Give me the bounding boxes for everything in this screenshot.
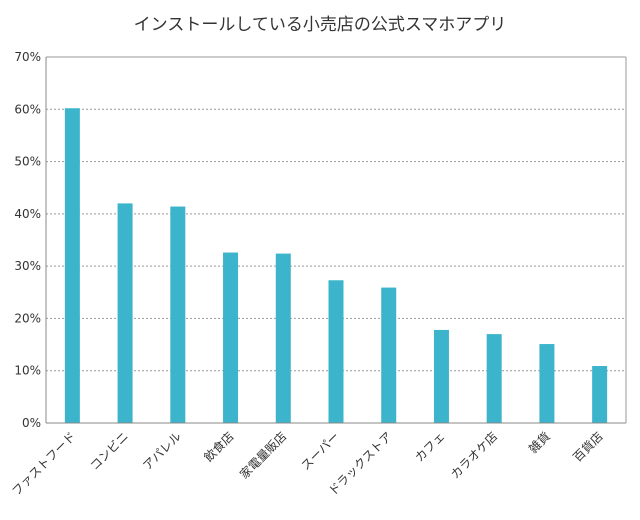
- y-tick-labels: 0% 10% 20% 30% 40% 50% 60% 70%: [14, 50, 41, 430]
- x-category-label: カラオケ店: [448, 429, 500, 481]
- bar: [328, 280, 344, 423]
- x-category-label: スーパー: [298, 429, 342, 473]
- x-category-label: 家電量販店: [236, 429, 289, 482]
- bar: [223, 252, 239, 423]
- bar: [539, 344, 555, 423]
- bar: [433, 329, 449, 423]
- y-tick-label: 50%: [14, 155, 41, 169]
- bar: [592, 366, 608, 423]
- chart-title: インストールしている小売店の公式スマホアプリ: [133, 15, 507, 35]
- x-category-label: 飲食店: [201, 429, 237, 465]
- bar: [486, 334, 502, 423]
- bar: [64, 108, 80, 424]
- y-tick-label: 20%: [14, 311, 41, 325]
- bar: [170, 206, 186, 423]
- y-tick-label: 30%: [14, 259, 41, 273]
- bar: [275, 253, 291, 423]
- axes: [45, 56, 627, 424]
- y-tick-label: 0%: [22, 416, 41, 430]
- y-tick-label: 70%: [14, 50, 41, 64]
- x-category-label: 百貨店: [570, 429, 606, 465]
- x-category-label: コンビニ: [87, 429, 131, 473]
- x-category-label: アパレル: [140, 429, 184, 473]
- bar: [381, 287, 397, 423]
- x-category-label: カフェ: [412, 429, 447, 464]
- bar: [117, 203, 133, 423]
- y-tick-label: 60%: [14, 102, 41, 116]
- y-tick-label: 40%: [14, 207, 41, 221]
- bars: [64, 108, 608, 424]
- x-category-label: ファストフード: [9, 429, 78, 498]
- y-tick-label: 10%: [14, 364, 41, 378]
- x-category-label: 雑貨: [525, 429, 553, 457]
